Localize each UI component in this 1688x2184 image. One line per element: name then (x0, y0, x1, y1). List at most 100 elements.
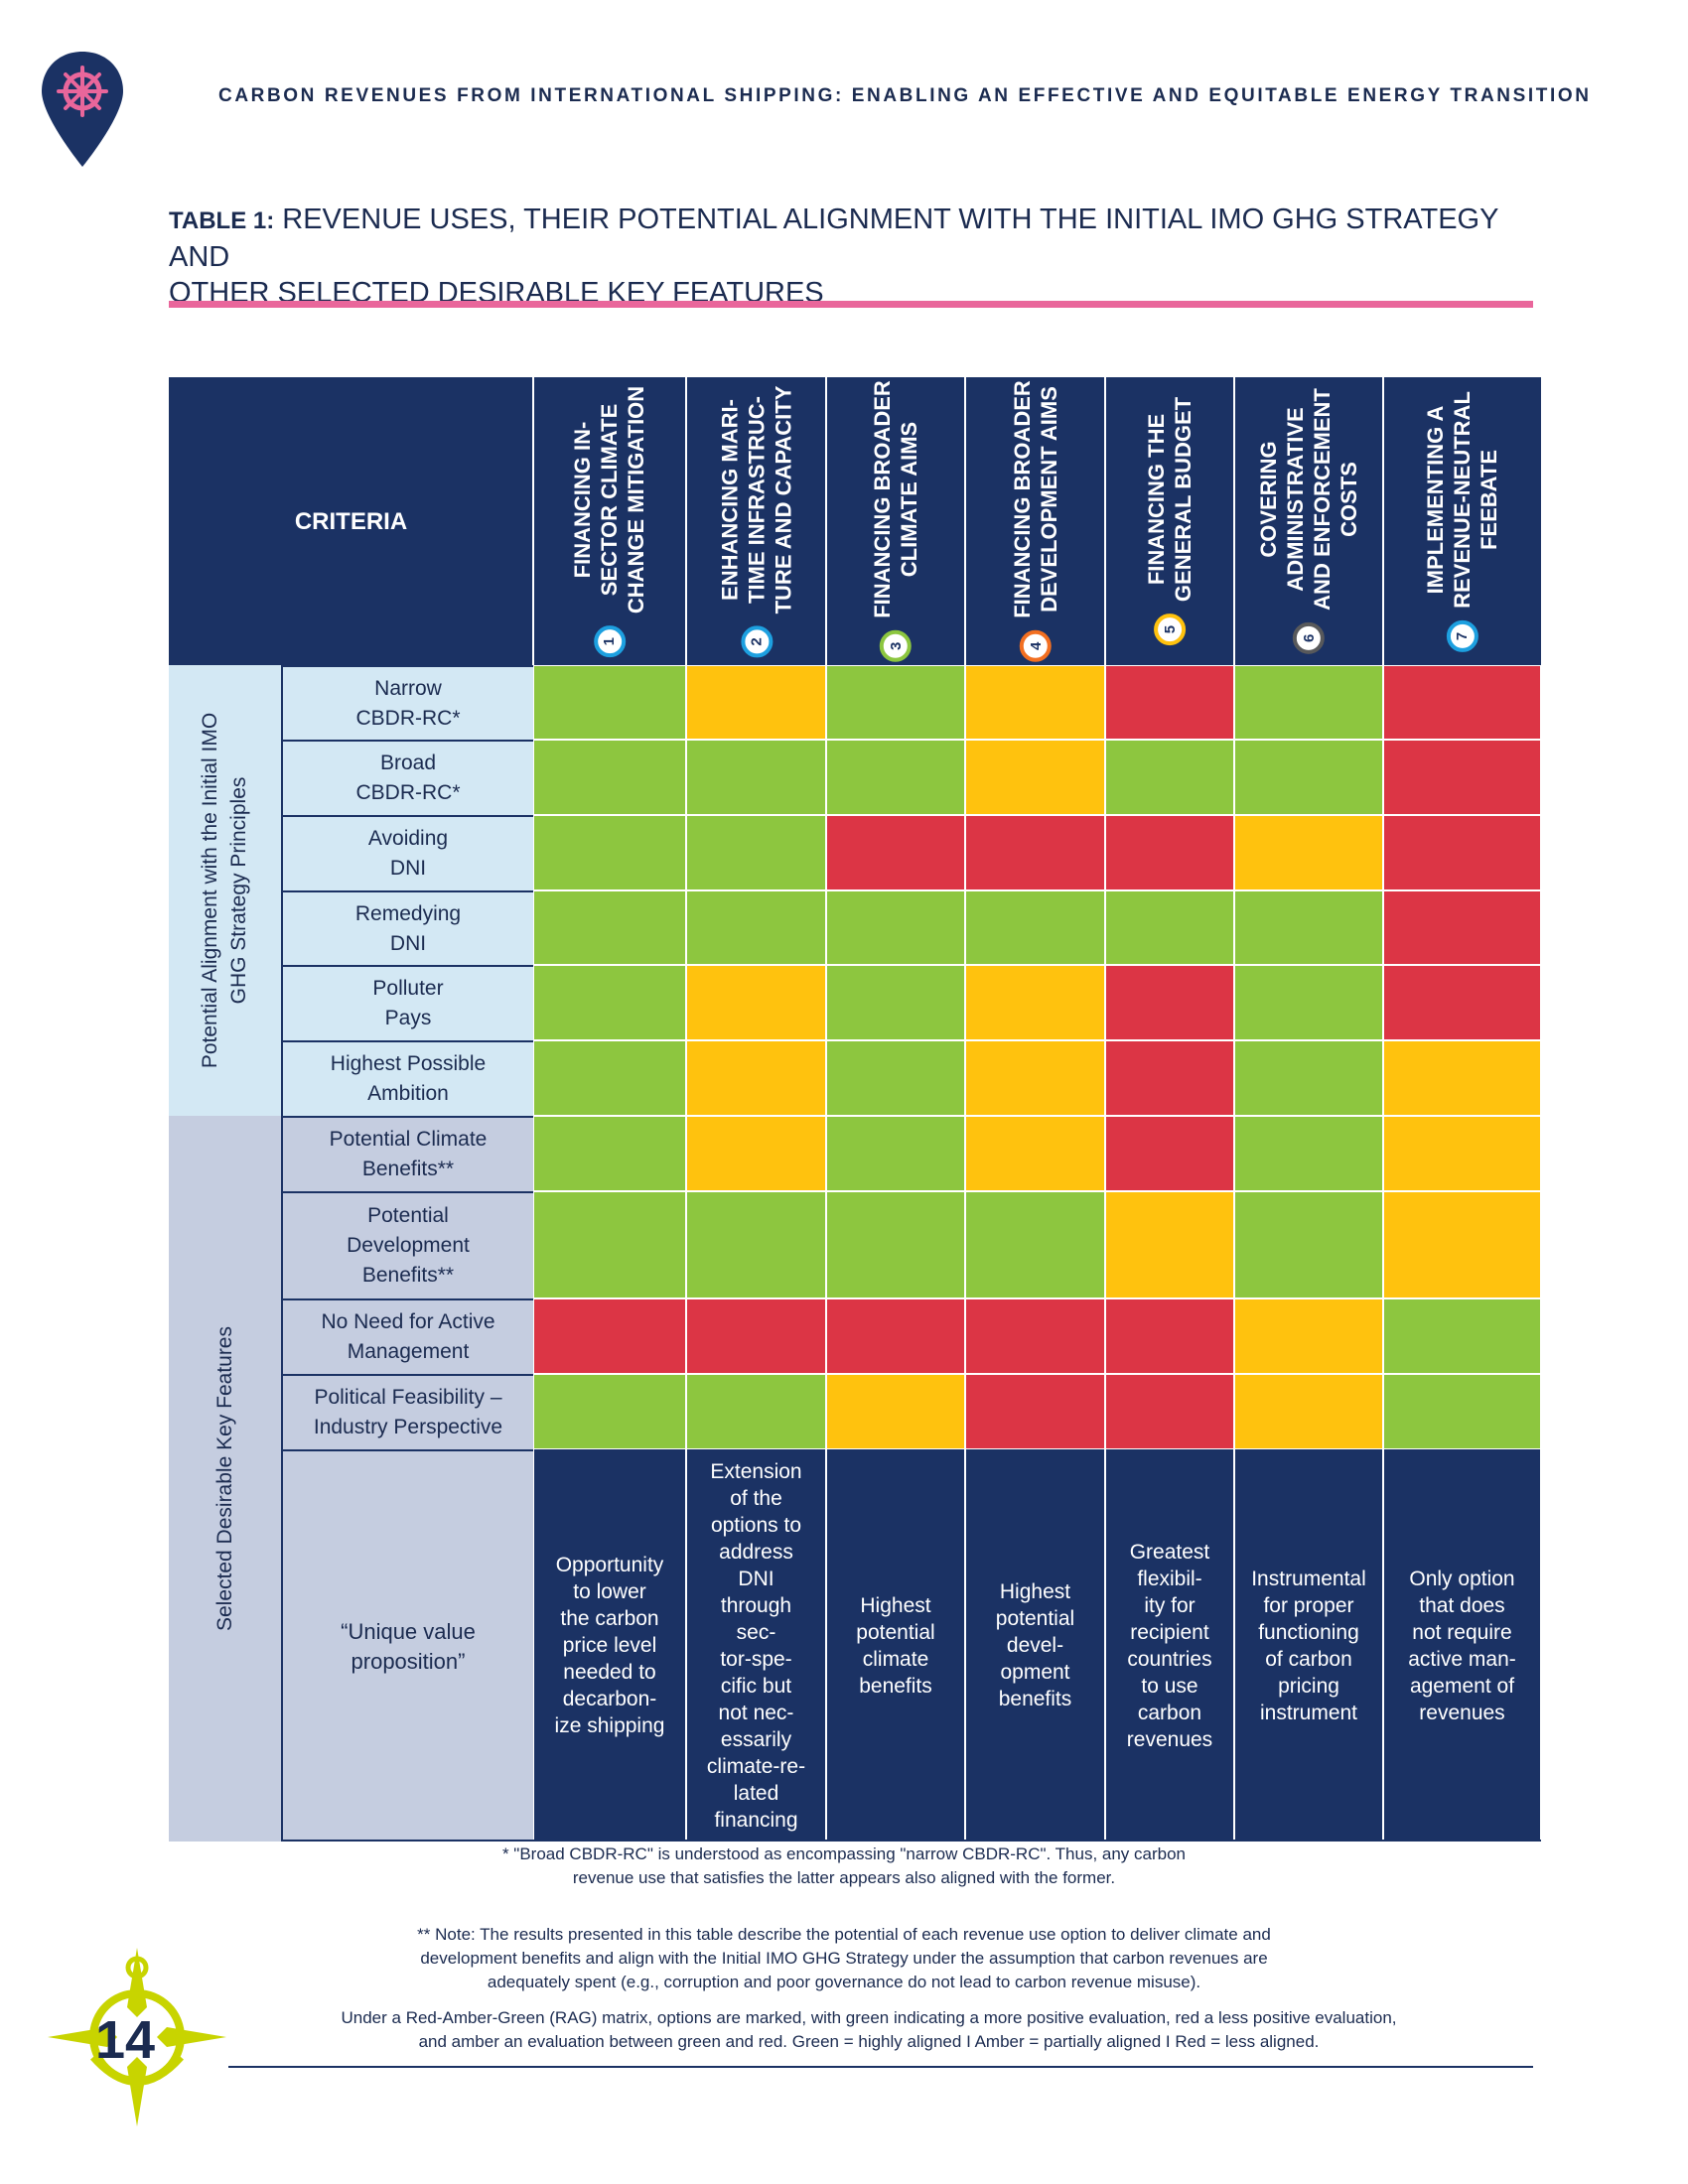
rating-cell (965, 1298, 1105, 1374)
rating-cell (1383, 1374, 1541, 1449)
rating-cell (826, 665, 965, 740)
group-label-line: Potential Alignment with the Initial IMO (199, 712, 222, 1069)
footnote-line: * "Broad CBDR-RC" is understood as encom… (501, 1844, 1187, 1863)
row-label-text: Potential Climate Benefits** (330, 1125, 488, 1184)
column-number-badge: 1 (594, 624, 627, 657)
rating-cell (533, 1191, 686, 1298)
row-label-line: Political Feasibility – (314, 1386, 502, 1409)
unique-value-text: Highest potential devel-opment benefits (996, 1578, 1074, 1712)
unique-value-text: Greatest flexibil-ity for recipient countri… (1127, 1539, 1212, 1753)
column-title-line: COVERING (1256, 441, 1282, 558)
footnote-line: ** Note: The results presented in this t… (417, 1925, 1271, 1944)
row-label-text: Broad CBDR-RC* (356, 749, 461, 808)
column-title-line: GENERAL BUDGET (1171, 396, 1196, 603)
group-cell-2 (169, 1116, 281, 1842)
rating-cell (1234, 1191, 1383, 1298)
column-title-line: TIME INFRASTRUC- (744, 395, 769, 604)
footnote-broad-cbdr: * "Broad CBDR-RC" is understood as encom… (298, 1843, 1390, 1890)
rating-cell (533, 665, 686, 740)
row-label-line: Industry Perspective (313, 1416, 503, 1438)
unique-value-cell: Instrumental for proper functioning of carb… (1234, 1449, 1383, 1842)
unique-value-line: decarbon- (562, 1688, 657, 1710)
rating-cell (965, 890, 1105, 965)
row-label-line: Potential Climate (329, 1128, 488, 1151)
column-title-line: IMPLEMENTING A (1423, 405, 1449, 594)
unique-value-line: options to (710, 1513, 802, 1537)
row-label-text: Polluter Pays (372, 974, 443, 1033)
row-label: Political Feasibility – Industry Perspect… (281, 1374, 533, 1449)
rating-cell (533, 965, 686, 1040)
column-title: ENHANCING MARI- TIME INFRASTRUC- TURE AND … (716, 385, 796, 614)
row-label-line: Benefits** (361, 1158, 455, 1180)
rating-cell (533, 815, 686, 890)
row-label-line: Polluter (372, 977, 444, 1000)
row-label-line: CBDR-RC* (355, 706, 461, 730)
unique-value-line: revenues (1419, 1701, 1505, 1724)
group-label-text: Potential Alignment with the Initial IMO… (197, 713, 254, 1068)
unique-value-line: ize shipping (554, 1714, 665, 1737)
rating-cell (686, 1116, 826, 1191)
unique-value-line: benefits (998, 1688, 1072, 1710)
row-label-unique-value: “Unique value proposition” (281, 1449, 533, 1842)
unique-value-cell: Highest potential climate benefits (826, 1449, 965, 1842)
rating-cell (686, 1040, 826, 1116)
column-header-5: 5 FINANCING THE GENERAL BUDGET (1105, 377, 1234, 665)
column-header-1: 1 FINANCING IN- SECTOR CLIMATE CHANGE MITIG… (533, 377, 686, 665)
unique-value-line: of the (730, 1486, 782, 1510)
rating-cell (1383, 890, 1541, 965)
unique-value-line: climate (862, 1647, 929, 1671)
row-label: Narrow CBDR-RC* (281, 665, 533, 740)
group-label-line: Selected Desirable Key Features (213, 1326, 236, 1631)
footnote-line: development benefits and align with the … (420, 1949, 1268, 1968)
unique-value-line: functioning (1258, 1620, 1359, 1644)
criteria-header: CRITERIA (294, 508, 408, 535)
row-label: Polluter Pays (281, 965, 533, 1040)
unique-value-line: cific but (720, 1674, 792, 1698)
row-label-line: CBDR-RC* (355, 781, 461, 804)
rating-cell (1234, 665, 1383, 740)
rating-cell (965, 1040, 1105, 1116)
rating-cell (1383, 740, 1541, 815)
column-title-line: CHANGE MITIGATION (624, 385, 649, 614)
rating-cell (1383, 1040, 1541, 1116)
column-title-line: ENHANCING MARI- (717, 398, 742, 601)
footnote-note: ** Note: The results presented in this t… (298, 1923, 1390, 1994)
rating-cell (686, 1374, 826, 1449)
rating-cell (1105, 665, 1234, 740)
unique-value-cell: Greatest flexibil-ity for recipient countri… (1105, 1449, 1234, 1842)
unique-value-line: through (720, 1593, 792, 1617)
column-number-badge: 2 (740, 624, 773, 657)
column-title-line: FINANCING THE (1144, 413, 1170, 586)
unique-value-line: flexibil- (1137, 1567, 1202, 1590)
column-title: FINANCING BROADER CLIMATE AIMS (869, 380, 922, 618)
unique-value-line: Instrumental (1251, 1567, 1366, 1590)
rating-cell (1383, 815, 1541, 890)
unique-value-line: essarily (720, 1727, 792, 1751)
table-title-line1: REVENUE USES, THEIR POTENTIAL ALIGNMENT … (169, 204, 1498, 273)
unique-value-cell: Only option that does not require active ma… (1383, 1449, 1541, 1842)
footnote-rag: Under a Red-Amber-Green (RAG) matrix, op… (258, 2006, 1479, 2054)
rating-cell (826, 1040, 965, 1116)
rating-cell (965, 815, 1105, 890)
unique-value-line: financing (714, 1808, 798, 1832)
rating-cell (1234, 1116, 1383, 1191)
unique-value-line: agement of (1409, 1674, 1515, 1698)
column-number-badge: 4 (1019, 629, 1052, 662)
rating-cell (686, 890, 826, 965)
rating-cell (1105, 1191, 1234, 1298)
rating-cell (1105, 890, 1234, 965)
table-title-label: TABLE 1: (169, 207, 275, 234)
unique-value-line: of carbon (1265, 1647, 1352, 1671)
unique-value-line: Opportunity (555, 1554, 664, 1576)
unique-value-line: not nec- (718, 1701, 794, 1724)
unique-value-line: price level (562, 1634, 657, 1657)
table-header (169, 377, 1541, 665)
rating-cell (1105, 815, 1234, 890)
unique-value-line: not require (1412, 1620, 1512, 1644)
rating-cell (1234, 740, 1383, 815)
rating-cell (686, 740, 826, 815)
column-title: IMPLEMENTING A REVENUE-NEUTRAL FEEBATE (1422, 391, 1502, 609)
unique-value-line: active man- (1408, 1647, 1516, 1671)
header-divider (532, 377, 534, 665)
row-label-line: Potential (367, 1204, 449, 1227)
